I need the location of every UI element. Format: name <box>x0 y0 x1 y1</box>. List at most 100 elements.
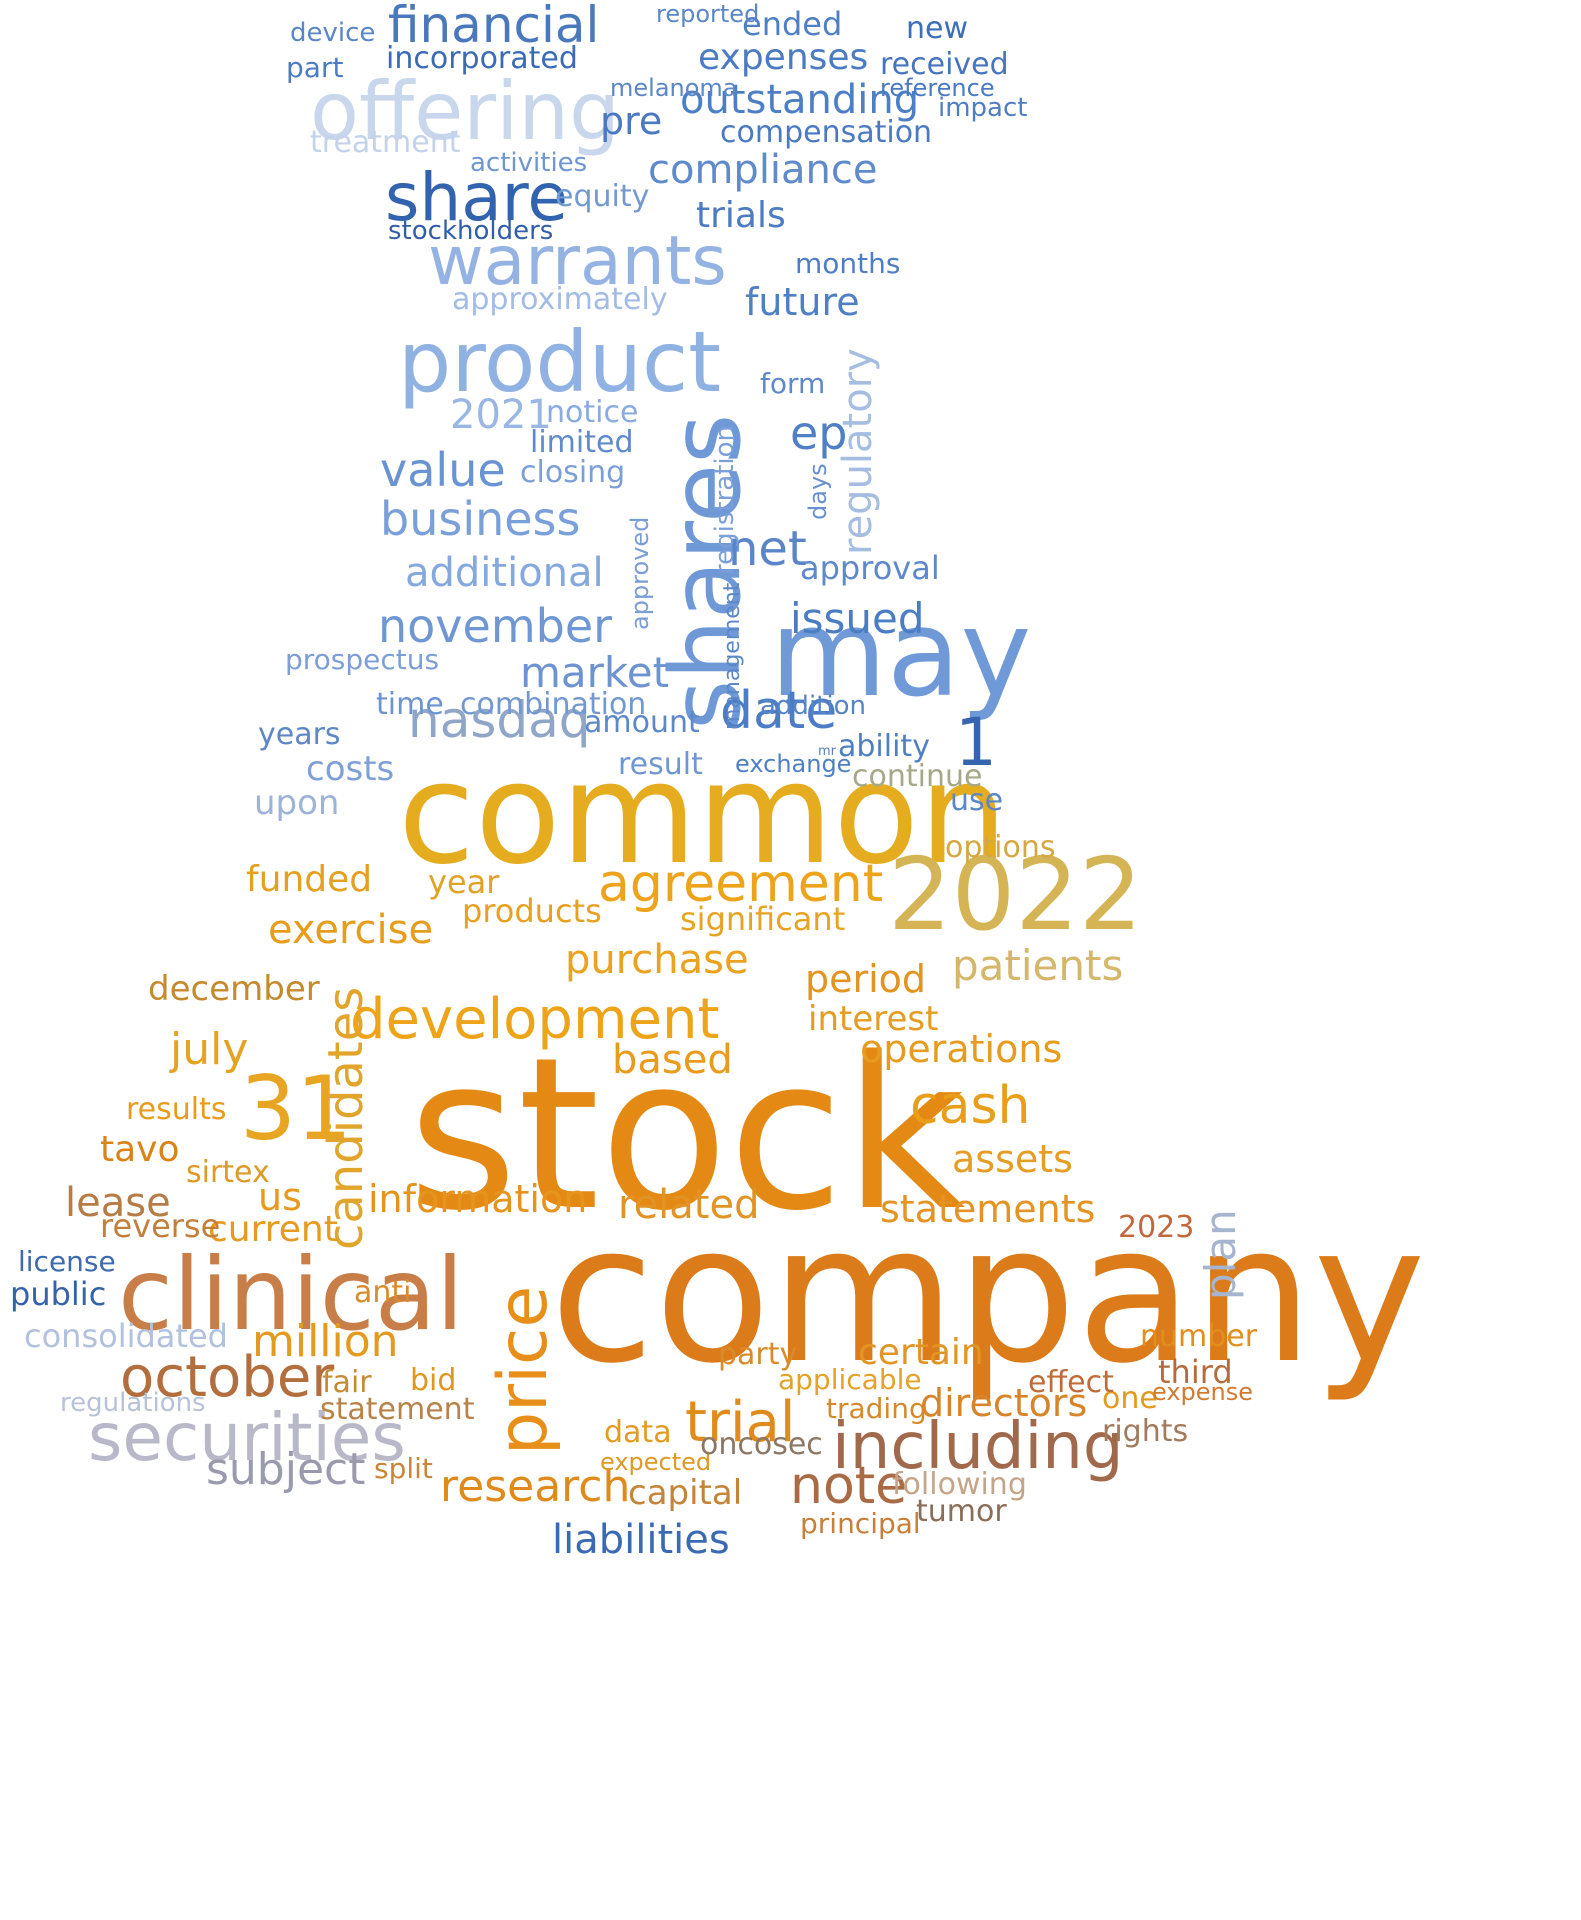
word: continue <box>852 759 983 794</box>
word: limited <box>530 425 634 460</box>
word: costs <box>306 749 395 789</box>
word: note <box>790 1456 908 1516</box>
word: mr <box>818 744 837 759</box>
word: compensation <box>720 115 933 150</box>
word: rights <box>1102 1414 1189 1449</box>
word: year <box>428 863 500 901</box>
word: oncosec <box>700 1427 823 1462</box>
word: research <box>440 1461 631 1512</box>
word: based <box>612 1037 733 1083</box>
word: securities <box>88 1399 406 1476</box>
word: 2023 <box>1118 1210 1195 1245</box>
word: bid <box>410 1363 457 1398</box>
word: including <box>832 1410 1124 1484</box>
word: additional <box>405 550 604 596</box>
word: upon <box>254 783 340 823</box>
word: statement <box>320 1392 475 1427</box>
word: price <box>484 1285 563 1455</box>
word: exchange <box>735 750 852 778</box>
word: net <box>728 521 807 577</box>
word: directors <box>920 1381 1088 1425</box>
word: amount <box>584 705 700 740</box>
word: license <box>18 1245 116 1278</box>
word: reported <box>656 0 760 28</box>
word: certain <box>858 1332 984 1373</box>
word: use <box>950 783 1004 818</box>
word: december <box>148 969 320 1009</box>
word: compliance <box>648 147 878 193</box>
word: form <box>760 367 826 400</box>
word: 1 <box>955 704 997 781</box>
word: exercise <box>268 907 434 953</box>
word: number <box>1140 1319 1258 1354</box>
word: anti <box>354 1275 412 1310</box>
word: part <box>286 51 344 84</box>
word: clinical <box>118 1236 464 1353</box>
word: months <box>795 247 901 280</box>
word: received <box>880 47 1009 82</box>
word: sirtex <box>186 1155 270 1190</box>
word: product <box>398 313 722 411</box>
word: management <box>720 582 745 730</box>
word: trial <box>685 1390 796 1455</box>
word: capital <box>628 1473 743 1513</box>
word: reverse <box>100 1207 221 1245</box>
word: operations <box>860 1027 1063 1071</box>
word: results <box>126 1092 227 1127</box>
word: products <box>462 892 602 930</box>
word: nasdaq <box>408 691 591 749</box>
word: addition <box>760 691 866 721</box>
word: funded <box>246 859 373 900</box>
word: common <box>398 733 1008 896</box>
word: significant <box>680 900 846 938</box>
word: ended <box>742 5 843 43</box>
word: 31 <box>240 1057 352 1160</box>
word: interest <box>808 999 939 1039</box>
word: regulations <box>60 1388 206 1418</box>
word: trials <box>696 195 786 236</box>
word: 2021 <box>450 392 552 438</box>
word: pre <box>600 99 663 143</box>
word: us <box>258 1175 302 1219</box>
word: incorporated <box>386 41 578 76</box>
word: consolidated <box>24 1317 228 1355</box>
word: melanoma <box>610 74 738 102</box>
word: split <box>374 1452 433 1485</box>
word: future <box>745 280 860 324</box>
word: impact <box>938 93 1028 123</box>
word: outstanding <box>680 77 920 123</box>
word: principal <box>800 1507 921 1540</box>
word: july <box>170 1024 249 1075</box>
word: purchase <box>565 937 749 983</box>
word: third <box>1158 1353 1233 1391</box>
word: expected <box>600 1448 712 1476</box>
word: registration <box>710 424 740 575</box>
word: share <box>385 159 568 236</box>
word: days <box>804 463 832 520</box>
word: business <box>380 492 581 546</box>
word: company <box>550 1184 1426 1405</box>
word: may <box>770 585 1032 724</box>
word: patients <box>952 941 1124 990</box>
word: closing <box>520 455 626 490</box>
word: cash <box>910 1076 1031 1136</box>
word: party <box>718 1337 798 1372</box>
word: date <box>720 681 838 741</box>
word: ability <box>838 729 930 764</box>
word: combination <box>460 687 647 722</box>
word: market <box>520 648 670 697</box>
word: current <box>208 1209 338 1250</box>
word: october <box>120 1345 335 1410</box>
word: related <box>618 1182 760 1228</box>
word: time <box>376 687 444 722</box>
word: offering <box>310 65 620 158</box>
word: november <box>378 599 613 653</box>
word: effect <box>1028 1365 1114 1400</box>
word: approval <box>800 549 940 587</box>
word: activities <box>470 148 588 178</box>
word: result <box>618 747 703 782</box>
word: fair <box>322 1365 372 1400</box>
word: lease <box>65 1180 171 1226</box>
word: subject <box>206 1444 366 1495</box>
word: liabilities <box>552 1517 730 1563</box>
